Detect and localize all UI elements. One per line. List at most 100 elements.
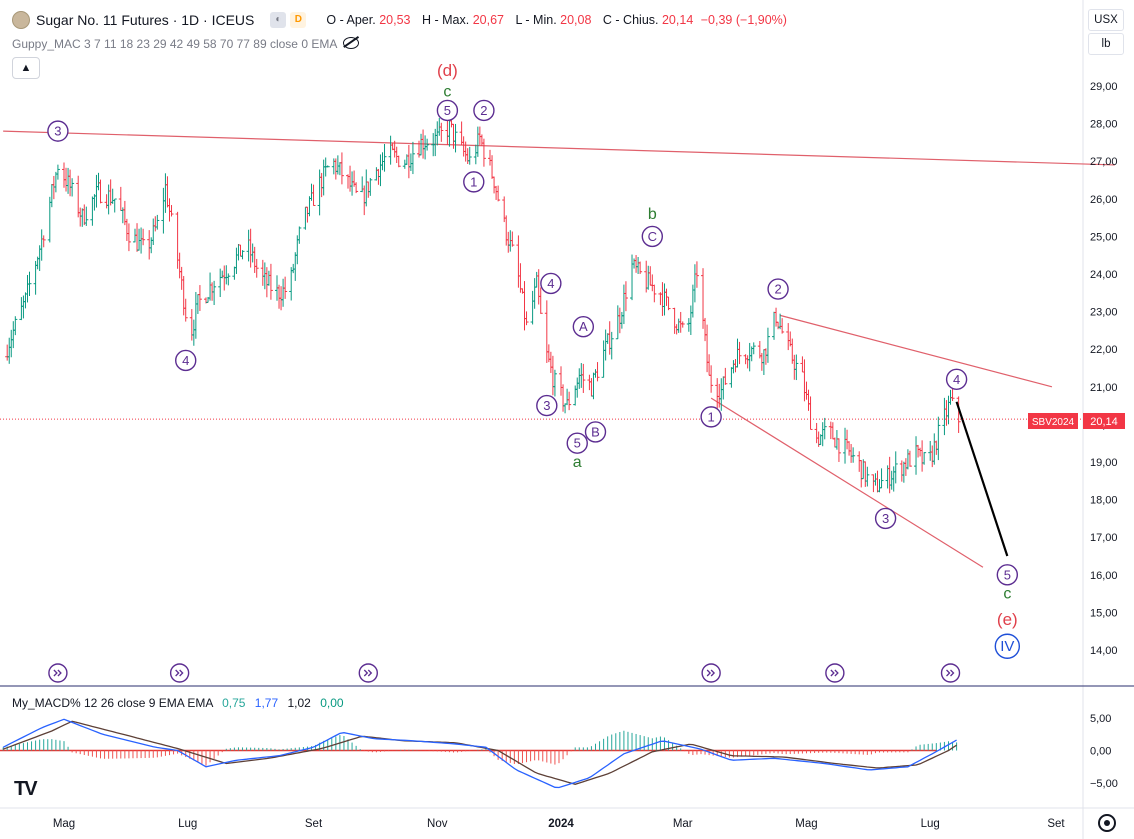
ohlc-bar xyxy=(289,267,294,301)
x-tick-label: Lug xyxy=(921,818,940,830)
price-label-tag: SBV2024 20,14 xyxy=(1028,413,1125,429)
wave-label[interactable]: a xyxy=(573,454,582,471)
ohlc-bar xyxy=(354,182,359,194)
svg-text:5: 5 xyxy=(444,103,451,118)
ohlc-bar xyxy=(374,167,379,181)
y-tick-label: 28,00 xyxy=(1090,119,1118,131)
wave-label[interactable]: 3 xyxy=(874,507,897,530)
ohlc-bar xyxy=(792,354,797,380)
event-marker-icon[interactable] xyxy=(169,663,190,683)
event-marker-icon[interactable] xyxy=(48,663,68,683)
symbol-title[interactable]: Sugar No. 11 Futures · 1D · ICEUS xyxy=(36,12,255,28)
ohlc-bar xyxy=(899,460,904,482)
tradingview-logo-icon[interactable]: TV xyxy=(14,778,38,800)
wave-label[interactable]: 4 xyxy=(175,349,197,372)
y-axis-ticks: 29,00 28,00 27,00 26,00 25,00 24,00 23,00 22,00… xyxy=(1090,81,1118,657)
wave-label[interactable]: 3 xyxy=(536,394,558,417)
ohlc-bar xyxy=(92,194,97,211)
wave-label[interactable]: IV xyxy=(994,633,1021,659)
ohlc-bar xyxy=(879,468,884,489)
wave-label[interactable]: 5 xyxy=(566,432,588,454)
ohlc-bar xyxy=(615,305,620,340)
eye-hidden-icon[interactable] xyxy=(343,37,360,49)
trendline[interactable] xyxy=(3,130,1115,166)
ohlc-bar xyxy=(544,300,549,363)
ohlc-bar xyxy=(297,226,302,244)
trendline[interactable] xyxy=(710,397,984,568)
ohlc-bar xyxy=(763,348,768,365)
ohlc-bar xyxy=(23,292,28,309)
event-markers xyxy=(48,663,961,683)
ohlc-bar xyxy=(183,298,188,322)
ohlc-bar xyxy=(936,416,941,461)
market-status-icon[interactable]: ◐ xyxy=(270,12,287,28)
wave-label[interactable]: 5 xyxy=(996,564,1019,586)
trendline[interactable] xyxy=(779,314,1053,388)
settings-gear-icon[interactable] xyxy=(1098,814,1116,832)
currency-selector[interactable]: USX xyxy=(1088,9,1124,31)
wave-label[interactable]: 2 xyxy=(767,278,789,300)
ohlc-bar xyxy=(834,430,839,450)
ohlc-bar xyxy=(252,246,257,273)
ohlc-bar xyxy=(39,229,44,261)
wave-label[interactable]: 4 xyxy=(945,368,968,390)
ohlc-bar xyxy=(828,421,833,440)
event-marker-icon[interactable] xyxy=(825,663,845,683)
wave-label[interactable]: c xyxy=(443,84,451,101)
ohlc-bar xyxy=(51,175,56,200)
ohlc-bar xyxy=(394,146,399,164)
delayed-badge[interactable]: D xyxy=(290,12,307,28)
svg-text:3: 3 xyxy=(543,398,550,413)
ohlc-bar xyxy=(847,441,852,456)
ohlc-bar xyxy=(234,247,239,274)
wave-label[interactable]: 1 xyxy=(463,171,485,193)
wave-label[interactable]: B xyxy=(584,421,607,443)
wave-label[interactable]: 3 xyxy=(47,120,69,142)
ohlc-bar xyxy=(193,291,198,339)
macd-indicator-legend[interactable]: My_MACD% 12 26 close 9 EMA EMA 0,75 1,77… xyxy=(12,696,344,710)
ohlc-bar xyxy=(522,281,527,331)
ohlc-bar xyxy=(705,324,710,373)
ohlc-bar xyxy=(607,321,612,355)
event-marker-icon[interactable] xyxy=(940,663,961,683)
wave-projection-line[interactable] xyxy=(955,401,1009,557)
y-tick-label: 15,00 xyxy=(1090,607,1118,619)
chart-header: Sugar No. 11 Futures · 1D · ICEUS ◐ D O … xyxy=(12,10,787,30)
ohlc-bar xyxy=(47,196,52,243)
ohlc-bar xyxy=(76,175,81,218)
wave-label[interactable]: 2 xyxy=(473,99,495,122)
wave-label[interactable]: (e) xyxy=(997,610,1018,629)
wave-label[interactable]: 5 xyxy=(436,99,459,122)
ohlc-bar xyxy=(232,266,237,280)
ohlc-bar xyxy=(167,198,172,222)
projection-line xyxy=(955,401,1009,557)
ohlc-bar xyxy=(636,257,641,274)
ohlc-bar xyxy=(567,391,572,411)
wave-label[interactable]: 4 xyxy=(540,272,562,295)
wave-label[interactable]: (d) xyxy=(437,61,458,80)
macd-histogram xyxy=(2,730,958,766)
collapse-legend-button[interactable]: ▲ xyxy=(12,57,40,79)
ohlc-bar xyxy=(264,267,269,298)
ohlc-bar xyxy=(208,272,213,301)
wave-label[interactable]: A xyxy=(572,315,595,338)
ohlc-bar xyxy=(378,154,383,187)
wave-label[interactable]: b xyxy=(648,206,657,223)
wave-label[interactable]: c xyxy=(1003,586,1011,603)
unit-selector[interactable]: lb xyxy=(1088,33,1124,55)
ohlc-bar xyxy=(723,367,728,385)
ohlc-bar xyxy=(7,337,12,364)
guppy-indicator-legend[interactable]: Guppy_MAC 3 7 11 18 23 29 42 49 58 70 77… xyxy=(12,37,360,51)
ohlc-bar xyxy=(595,362,600,382)
ohlc-bar xyxy=(814,422,819,444)
ohlc-bar xyxy=(212,280,217,305)
event-marker-icon[interactable] xyxy=(701,663,721,683)
wave-label[interactable]: 1 xyxy=(700,406,722,428)
ohlc-bar xyxy=(246,229,251,262)
y-tick-label: 24,00 xyxy=(1090,269,1118,281)
price-label-value: 20,14 xyxy=(1090,416,1118,428)
wave-label[interactable]: C xyxy=(641,225,664,248)
ohlc-bar xyxy=(630,254,635,301)
event-marker-icon[interactable] xyxy=(358,663,378,683)
